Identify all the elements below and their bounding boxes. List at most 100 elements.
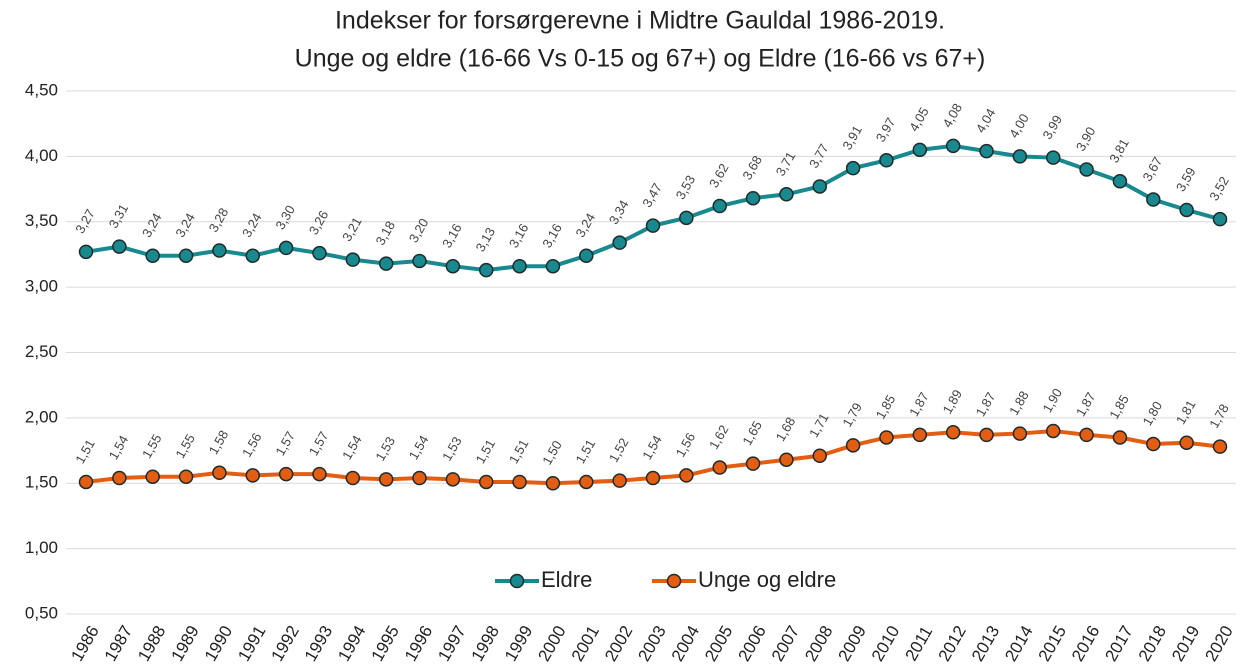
data-label: 1,53 bbox=[439, 434, 465, 463]
data-label: 1,68 bbox=[773, 414, 799, 443]
data-label: 1,87 bbox=[973, 390, 999, 419]
data-point bbox=[612, 235, 627, 250]
data-label: 1,51 bbox=[72, 437, 98, 466]
x-tick-label: 2010 bbox=[868, 622, 903, 664]
data-point bbox=[245, 468, 261, 483]
data-label: 3,20 bbox=[406, 216, 432, 245]
x-tick-label: 2003 bbox=[634, 622, 669, 664]
data-point bbox=[712, 460, 727, 475]
data-point bbox=[412, 470, 427, 486]
data-label: 1,88 bbox=[1006, 388, 1032, 417]
data-point bbox=[1045, 423, 1061, 439]
data-label: 3,26 bbox=[306, 208, 332, 237]
data-point bbox=[945, 138, 961, 154]
x-tick-label: 2013 bbox=[968, 622, 1003, 664]
data-label: 1,87 bbox=[906, 390, 932, 419]
data-label: 3,91 bbox=[839, 123, 865, 152]
data-point bbox=[1012, 426, 1028, 441]
data-point bbox=[478, 474, 494, 490]
data-point bbox=[979, 143, 994, 159]
x-tick-label: 2002 bbox=[601, 622, 636, 664]
x-tick-label: 1993 bbox=[301, 622, 336, 664]
data-label: 3,18 bbox=[372, 218, 398, 247]
data-point bbox=[545, 258, 561, 274]
data-point bbox=[812, 179, 828, 194]
data-label: 4,05 bbox=[906, 105, 932, 134]
y-tick-label: 1,50 bbox=[25, 473, 58, 492]
data-label: 3,67 bbox=[1140, 154, 1166, 183]
x-tick-label: 1991 bbox=[234, 622, 269, 664]
x-tick-label: 2012 bbox=[935, 622, 970, 664]
x-tick-label: 2020 bbox=[1201, 622, 1236, 664]
data-label: 1,54 bbox=[339, 433, 365, 462]
data-point bbox=[1079, 162, 1094, 177]
data-label: 1,71 bbox=[806, 411, 832, 440]
data-point bbox=[745, 456, 761, 471]
data-label: 1,50 bbox=[539, 438, 565, 467]
data-label: 3,16 bbox=[439, 221, 465, 250]
x-tick-label: 2000 bbox=[534, 622, 569, 664]
legend-label: Eldre bbox=[541, 567, 592, 592]
x-tick-label: 1989 bbox=[167, 622, 202, 664]
x-tick-label: 2018 bbox=[1135, 622, 1170, 664]
data-point bbox=[145, 469, 160, 484]
data-label: 1,78 bbox=[1206, 401, 1232, 430]
data-point bbox=[912, 142, 928, 158]
data-label: 4,08 bbox=[939, 101, 965, 130]
x-tick-label: 1995 bbox=[368, 622, 403, 664]
data-label: 3,90 bbox=[1073, 124, 1099, 153]
data-label: 3,81 bbox=[1106, 136, 1132, 165]
data-label: 3,28 bbox=[206, 205, 232, 234]
x-tick-label: 2006 bbox=[734, 622, 769, 664]
data-point bbox=[378, 472, 394, 487]
data-label: 3,24 bbox=[239, 211, 265, 240]
data-point bbox=[645, 218, 661, 233]
data-point bbox=[112, 470, 127, 486]
data-point bbox=[1212, 211, 1228, 227]
data-label: 4,04 bbox=[973, 106, 999, 135]
x-tick-label: 1992 bbox=[268, 622, 303, 664]
data-point bbox=[812, 448, 828, 464]
data-label: 1,57 bbox=[306, 429, 332, 458]
x-tick-label: 2016 bbox=[1068, 622, 1103, 664]
data-label: 1,79 bbox=[839, 400, 865, 429]
data-label: 3,16 bbox=[539, 221, 565, 250]
data-label: 3,34 bbox=[606, 197, 632, 226]
data-point bbox=[1045, 150, 1061, 165]
data-point bbox=[245, 248, 261, 263]
data-point bbox=[378, 256, 394, 271]
data-label: 3,47 bbox=[639, 180, 665, 209]
data-point bbox=[879, 430, 894, 445]
legend-label: Unge og eldre bbox=[698, 567, 836, 592]
data-point bbox=[345, 470, 361, 486]
x-tick-label: 1986 bbox=[67, 622, 102, 664]
data-label: 1,55 bbox=[172, 431, 198, 460]
x-tick-label: 2001 bbox=[568, 622, 603, 664]
data-label: 1,87 bbox=[1073, 390, 1099, 419]
data-label: 1,62 bbox=[706, 422, 732, 451]
data-label: 3,24 bbox=[573, 211, 599, 240]
x-tick-label: 1996 bbox=[401, 622, 436, 664]
data-point bbox=[979, 427, 994, 443]
data-label: 1,53 bbox=[372, 434, 398, 463]
y-tick-label: 2,50 bbox=[25, 342, 58, 361]
data-label: 1,89 bbox=[939, 387, 965, 416]
y-tick-label: 0,50 bbox=[25, 603, 58, 622]
data-point bbox=[78, 244, 94, 260]
data-point bbox=[1112, 173, 1128, 189]
data-point bbox=[212, 465, 227, 481]
data-point bbox=[945, 425, 961, 440]
data-label: 3,99 bbox=[1039, 112, 1065, 141]
x-tick-label: 1998 bbox=[468, 622, 503, 664]
data-point bbox=[512, 258, 527, 274]
chart-title: Indekser for forsørgerevne i Midtre Gaul… bbox=[335, 7, 945, 35]
data-point bbox=[345, 252, 361, 267]
data-point bbox=[478, 262, 494, 278]
data-point bbox=[1146, 192, 1161, 207]
legend-marker bbox=[666, 573, 682, 589]
data-point bbox=[779, 187, 794, 202]
x-tick-label: 2017 bbox=[1101, 622, 1136, 664]
data-label: 1,51 bbox=[573, 437, 599, 466]
data-label: 3,68 bbox=[739, 153, 765, 182]
